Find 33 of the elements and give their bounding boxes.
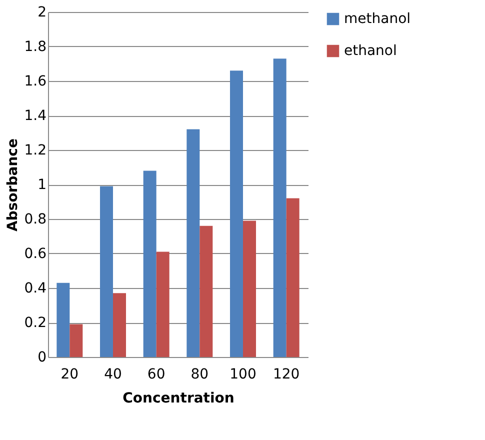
x-tick-label: 40 <box>104 366 122 382</box>
bar <box>286 198 300 357</box>
bar <box>273 58 286 357</box>
y-tick-label: 0.4 <box>24 280 47 296</box>
bar <box>200 226 213 357</box>
x-tick-label: 80 <box>190 366 209 382</box>
y-tick-label: 2 <box>38 4 46 20</box>
x-tick-label: 60 <box>147 366 166 382</box>
bar <box>243 220 256 357</box>
y-tick-label: 1.2 <box>24 142 46 158</box>
bar <box>186 129 200 357</box>
legend-label: ethanol <box>344 43 397 59</box>
x-tick-label: 20 <box>60 366 79 382</box>
y-tick-label: 1.8 <box>24 39 46 55</box>
bar <box>70 324 83 357</box>
bar <box>230 70 243 357</box>
y-tick-label: 0 <box>38 350 46 366</box>
legend-label: methanol <box>344 11 411 27</box>
y-axis-title: Absorbance <box>5 138 22 232</box>
bar <box>143 170 156 357</box>
y-tick-label: 0.8 <box>24 212 46 228</box>
bar <box>56 282 70 357</box>
y-tick-label: 1.6 <box>24 74 47 90</box>
y-tick-label: 0.6 <box>24 246 47 262</box>
bar <box>113 293 126 357</box>
x-axis-title: Concentration <box>122 390 234 406</box>
bar <box>156 252 170 357</box>
y-tick-label: 1.4 <box>24 108 47 124</box>
x-tick-label: 120 <box>272 366 300 382</box>
x-tick-label: 100 <box>230 366 256 382</box>
y-tick-label: 0.2 <box>24 315 46 331</box>
y-tick-label: 1 <box>38 177 46 193</box>
bar <box>100 186 113 357</box>
